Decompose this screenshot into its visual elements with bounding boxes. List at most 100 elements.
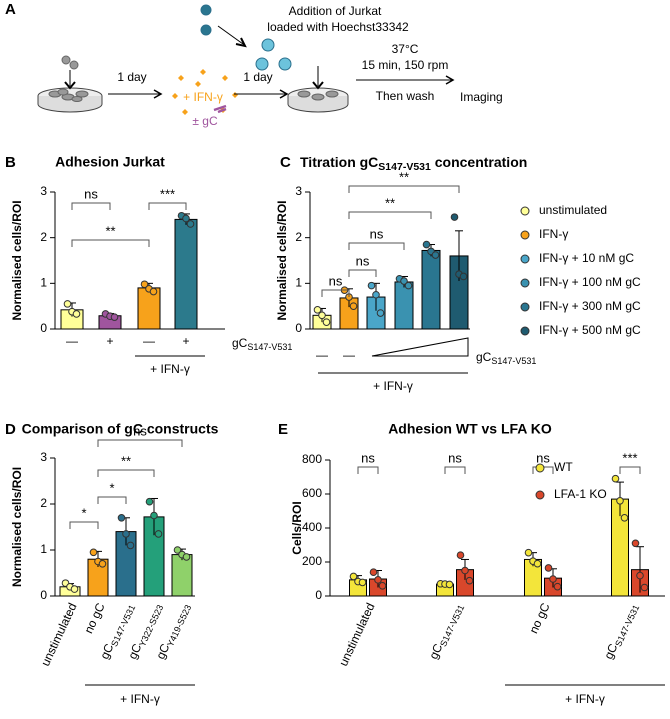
data-point <box>376 309 385 317</box>
group-label: + IFN-γ <box>120 692 160 706</box>
y-tick-label: 0 <box>40 321 47 335</box>
data-point <box>640 583 649 592</box>
y-tick-label: 1 <box>40 276 47 290</box>
legend-label: LFA-1 KO <box>554 487 607 501</box>
chart-title: Adhesion WT vs LFA KO <box>388 421 552 437</box>
legend-label: IFN-γ + 100 nM gC <box>539 275 641 289</box>
dish <box>287 96 349 113</box>
arrow-head <box>312 81 324 90</box>
x-tick-label: no gC <box>526 600 552 635</box>
x-axis-label-main: gC <box>476 350 492 364</box>
legend-marker <box>535 490 545 500</box>
y-tick-label: 3 <box>40 184 47 198</box>
data-point <box>369 568 378 577</box>
bar <box>171 554 193 597</box>
data-point <box>465 576 474 585</box>
data-point <box>620 514 629 522</box>
dish <box>37 96 103 113</box>
data-point <box>173 546 182 554</box>
y-tick-label: 800 <box>302 452 322 466</box>
y-tick-label: 0 <box>315 588 322 602</box>
significance-bracket <box>619 466 641 474</box>
x-tick-label: gCS147-V531 <box>426 601 466 663</box>
jurkat-cells <box>200 4 292 71</box>
panel-letter: B <box>5 154 16 171</box>
data-point <box>349 302 358 310</box>
cells <box>48 55 89 102</box>
concentration-wedge <box>371 337 469 357</box>
x-tick-label: unstimulated <box>336 601 377 669</box>
significance-label: ns <box>329 273 343 288</box>
legend-label: IFN-γ + 10 nM gC <box>539 251 634 265</box>
data-point <box>145 497 154 506</box>
data-point <box>358 578 367 587</box>
data-point <box>616 497 624 505</box>
significance-bracket <box>97 496 127 504</box>
data-point <box>367 281 376 290</box>
significance-bracket <box>321 289 350 297</box>
arrow-head <box>445 75 455 85</box>
significance-label: ns <box>84 186 98 201</box>
significance-label: *** <box>160 186 175 201</box>
x-tick-label: + <box>182 334 189 348</box>
data-point <box>374 576 382 584</box>
significance-label: ** <box>385 195 395 210</box>
data-point <box>140 280 149 289</box>
data-point <box>117 514 126 522</box>
legend-label: unstimulated <box>539 203 607 217</box>
y-tick-label: 3 <box>295 184 302 198</box>
data-point <box>378 582 387 590</box>
y-axis-label: Normalised cells/ROI <box>10 200 24 320</box>
x-tick-label: — <box>343 348 355 362</box>
significance-bracket <box>348 242 405 250</box>
significance-label: ns <box>370 226 384 241</box>
step-label: 15 min, 150 rpm <box>362 58 449 72</box>
arrow-head <box>153 89 163 99</box>
step-label: 37°C <box>392 42 419 56</box>
panel-letter: E <box>278 421 288 438</box>
data-point <box>182 214 190 223</box>
significance-label: ns <box>361 450 375 465</box>
x-tick-label: gCS147-V531 <box>601 601 641 663</box>
y-tick-label: 2 <box>40 496 47 510</box>
legend-label: IFN-γ + 300 nM gC <box>539 299 641 313</box>
cells <box>297 90 339 101</box>
legend-marker <box>520 326 530 336</box>
x-axis-label-sub: S147-V531 <box>491 356 536 366</box>
chart-title-sub: S147-V531 <box>378 161 431 173</box>
x-tick-label: — <box>316 348 328 362</box>
data-point <box>445 580 454 589</box>
legend-marker <box>535 463 545 473</box>
significance-bracket <box>348 269 377 277</box>
x-axis-label-main: gC <box>232 336 248 350</box>
bar <box>421 249 441 330</box>
y-tick-label: 2 <box>40 230 47 244</box>
bar <box>137 287 161 330</box>
y-axis-label: Normalised cells/ROI <box>10 467 24 587</box>
y-tick-label: 3 <box>40 450 47 464</box>
data-point <box>611 474 620 483</box>
data-point <box>70 585 79 593</box>
data-point <box>149 287 158 296</box>
legend-marker <box>520 206 530 216</box>
data-point <box>549 575 557 583</box>
significance-bracket <box>148 202 187 210</box>
data-point <box>431 251 440 259</box>
data-point <box>150 511 158 520</box>
data-point <box>404 281 413 290</box>
legend-marker <box>520 254 530 264</box>
significance-label: *** <box>622 450 637 465</box>
x-axis-label: gCS147-V531 <box>232 336 292 352</box>
data-point <box>372 290 380 299</box>
y-tick-label: 200 <box>302 554 322 568</box>
data-point <box>154 530 163 538</box>
x-tick-label-main: gC <box>426 641 445 661</box>
significance-label: ns <box>536 450 550 465</box>
data-point <box>553 582 562 591</box>
x-tick-label-sub: Y419-S523 <box>165 603 193 648</box>
group-label: + IFN-γ <box>565 692 605 706</box>
data-point <box>349 572 358 581</box>
x-tick-label-sub: S147-V531 <box>438 603 466 648</box>
data-point <box>544 564 553 572</box>
y-axis-label: Cells/ROI <box>290 501 304 554</box>
